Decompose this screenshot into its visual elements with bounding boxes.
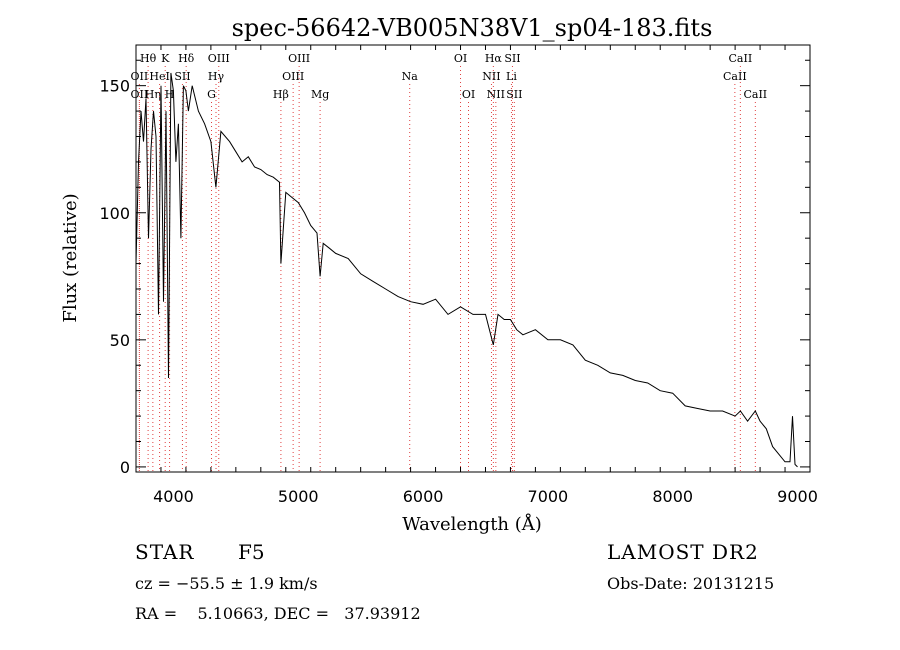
axes xyxy=(135,44,811,473)
tick-labels: 4000 5000 6000 7000 8000 9000 0 50 100 150 xyxy=(99,77,817,506)
spectral-line-label: H xyxy=(165,88,175,101)
spectral-line-label: Mg xyxy=(311,88,329,101)
spectral-line-label: NII xyxy=(487,88,505,101)
spectral-line-label: Hδ xyxy=(178,52,195,65)
x-tick-label: 4000 xyxy=(153,487,194,506)
spectral-line-label: SII xyxy=(506,88,522,101)
survey-name: LAMOST DR2 xyxy=(607,540,759,564)
spectral-line-label: CaII xyxy=(729,52,753,65)
spectral-line-label: Hη xyxy=(145,88,161,101)
spectral-line-label: OIII xyxy=(288,52,310,65)
spectral-line-label: OI xyxy=(454,52,467,65)
x-tick-label: 8000 xyxy=(652,487,693,506)
y-tick-label: 100 xyxy=(99,204,130,223)
coordinates: RA = 5.10663, DEC = 37.93912 xyxy=(135,604,421,623)
spectral-line-label: Na xyxy=(402,70,419,83)
x-axis-label: Wavelength (Å) xyxy=(402,513,542,535)
spectral-line-label: OIII xyxy=(282,70,304,83)
x-tick-label: 7000 xyxy=(528,487,569,506)
spectral-line-label: OIII xyxy=(208,52,230,65)
y-tick-label: 50 xyxy=(110,331,130,350)
plot-frame xyxy=(135,44,811,473)
spectral-subclass: F5 xyxy=(238,540,265,564)
spectral-line-label: Hβ xyxy=(273,88,289,101)
y-tick-label: 0 xyxy=(120,458,130,477)
spectral-line-label: HeI xyxy=(149,70,169,83)
spectral-line-label: OI xyxy=(462,88,475,101)
spectral-line-label: G xyxy=(207,88,216,101)
x-tick-label: 5000 xyxy=(278,487,319,506)
x-tick-label: 9000 xyxy=(777,487,818,506)
spectrum-line xyxy=(135,72,798,468)
spectral-line-label: Hθ xyxy=(140,52,157,65)
spectral-line-label: NII xyxy=(482,70,500,83)
spectral-line-label: SII xyxy=(174,70,190,83)
spectral-line-label: OII xyxy=(131,70,149,83)
spectral-line-label: Hγ xyxy=(208,70,225,83)
spectrum-series xyxy=(135,72,798,468)
obs-date: Obs-Date: 20131215 xyxy=(607,574,775,593)
chart-title: spec-56642-VB005N38V1_sp04-183.fits xyxy=(232,14,713,42)
spectral-line-label: SII xyxy=(504,52,520,65)
spectral-line-label: K xyxy=(161,52,170,65)
spectral-line-label: CaII xyxy=(723,70,747,83)
redshift-text: cz = −55.5 ± 1.9 km/s xyxy=(135,574,318,593)
object-type: STAR xyxy=(135,540,195,564)
spectral-line-label: Hα xyxy=(485,52,503,65)
y-tick-label: 150 xyxy=(99,77,130,96)
spectral-line-label: CaII xyxy=(743,88,767,101)
spectral-line-label: Li xyxy=(506,70,517,83)
spectral-line-label: OII xyxy=(131,88,149,101)
x-tick-label: 6000 xyxy=(403,487,444,506)
y-axis-label: Flux (relative) xyxy=(60,193,81,322)
